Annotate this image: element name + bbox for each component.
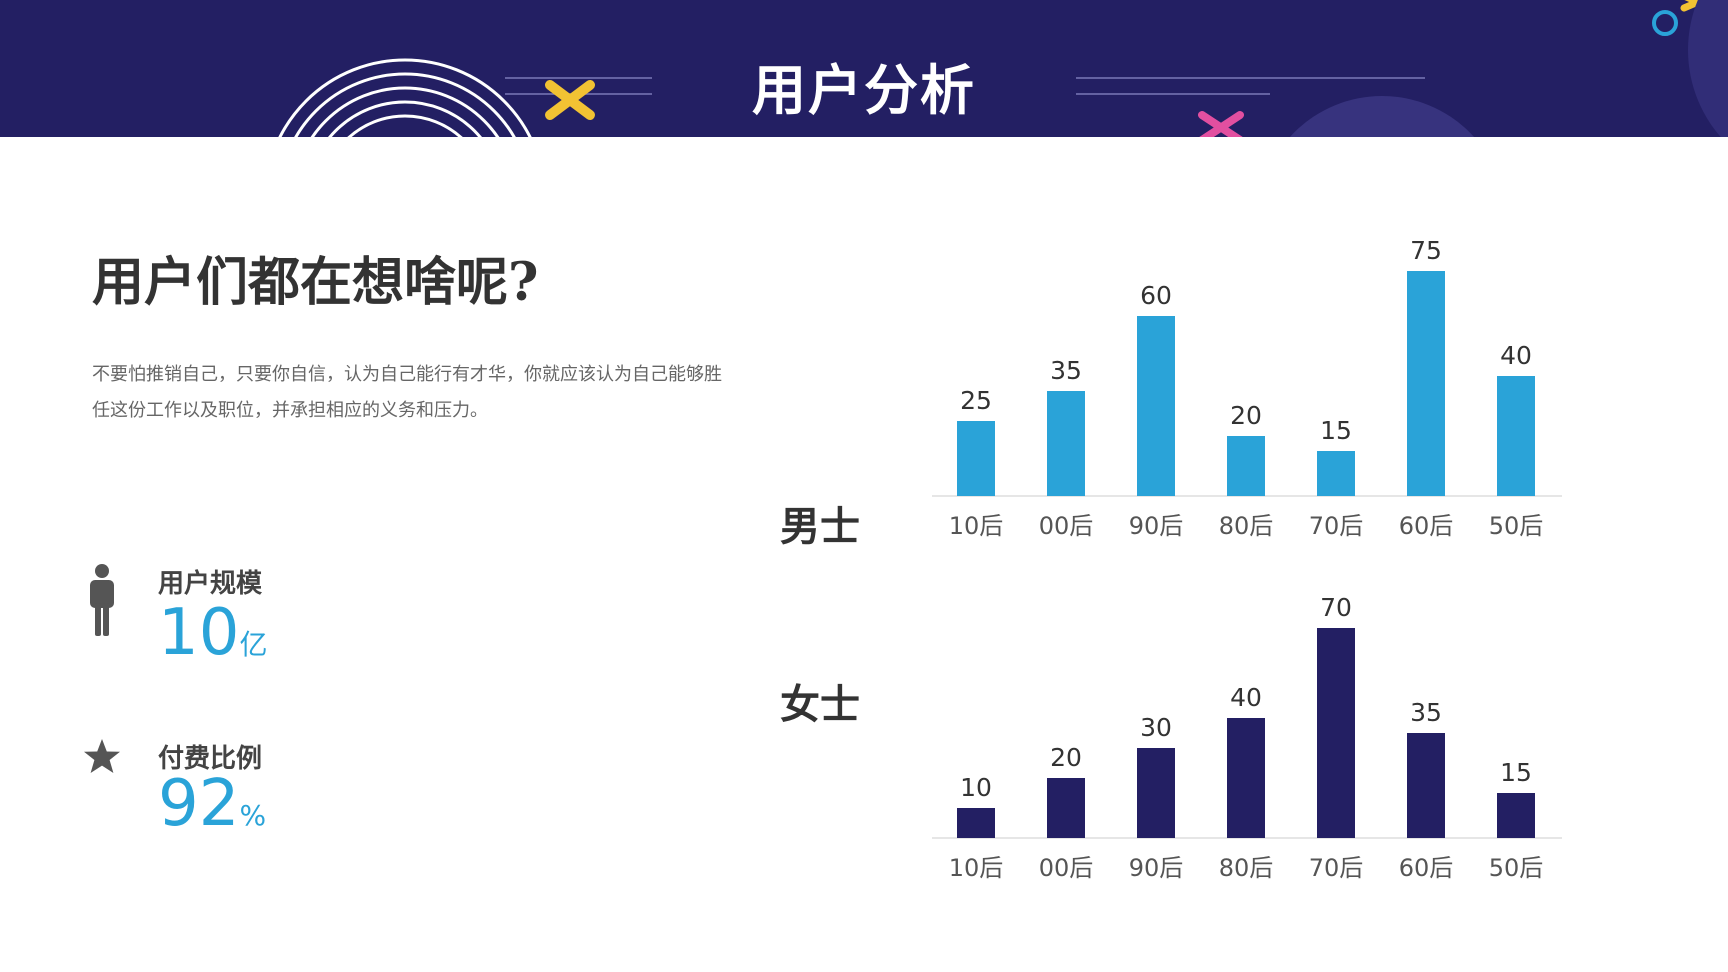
female-data-label: 35 bbox=[1410, 698, 1442, 727]
concentric-arcs bbox=[278, 58, 532, 137]
female-bar bbox=[1227, 718, 1265, 838]
male-data-label: 20 bbox=[1230, 401, 1262, 430]
female-bar bbox=[1317, 628, 1355, 838]
female-bar bbox=[957, 808, 995, 838]
female-bar bbox=[1047, 778, 1085, 838]
x-cross-icon-pink bbox=[1198, 111, 1244, 137]
male-tick-label: 60后 bbox=[1399, 512, 1454, 540]
female-data-label: 30 bbox=[1140, 713, 1172, 742]
female-tick-label: 10后 bbox=[949, 854, 1004, 882]
male-data-label: 60 bbox=[1140, 281, 1172, 310]
male-tick-label: 80后 bbox=[1219, 512, 1274, 540]
male-tick-label: 50后 bbox=[1489, 512, 1544, 540]
male-bar bbox=[1137, 316, 1175, 496]
female-data-label: 15 bbox=[1500, 758, 1532, 787]
male-data-label: 35 bbox=[1050, 356, 1082, 385]
pay-ratio-number: 92 bbox=[158, 767, 240, 841]
female-data-label: 70 bbox=[1320, 593, 1352, 622]
female-data-label: 10 bbox=[960, 773, 992, 802]
male-tick-label: 70后 bbox=[1309, 512, 1364, 540]
star-icon bbox=[82, 737, 122, 781]
stat-value-pay-ratio: 92% bbox=[158, 767, 266, 841]
female-tick-label: 90后 bbox=[1129, 854, 1184, 882]
male-data-label: 75 bbox=[1410, 236, 1442, 265]
male-tick-label: 90后 bbox=[1129, 512, 1184, 540]
background-disc-right bbox=[1688, 0, 1728, 137]
main-heading: 用户们都在想啥呢? bbox=[92, 252, 539, 313]
male-bar bbox=[957, 421, 995, 496]
male-bar bbox=[1317, 451, 1355, 496]
female-bar bbox=[1137, 748, 1175, 838]
female-data-label: 40 bbox=[1230, 683, 1262, 712]
female-data-label: 20 bbox=[1050, 743, 1082, 772]
stat-label-user-scale: 用户规模 bbox=[158, 569, 263, 599]
male-chart-title: 男士 bbox=[780, 503, 860, 550]
page-title: 用户分析 bbox=[752, 58, 976, 122]
stat-value-user-scale: 10亿 bbox=[158, 596, 267, 670]
male-bar bbox=[1407, 271, 1445, 496]
female-chart-title: 女士 bbox=[780, 681, 860, 728]
background-disc bbox=[1289, 96, 1475, 137]
female-tick-label: 60后 bbox=[1399, 854, 1454, 882]
x-cross-icon bbox=[545, 80, 595, 120]
male-bar bbox=[1227, 436, 1265, 496]
user-scale-unit: 亿 bbox=[239, 628, 268, 661]
female-tick-label: 50后 bbox=[1489, 854, 1544, 882]
user-scale-number: 10 bbox=[158, 596, 240, 670]
male-tick-label: 00后 bbox=[1039, 512, 1094, 540]
male-bar bbox=[1047, 391, 1085, 496]
pay-ratio-unit: % bbox=[239, 799, 267, 832]
male-data-label: 40 bbox=[1500, 341, 1532, 370]
stat-label-pay-ratio: 付费比例 bbox=[158, 744, 263, 774]
description-text: 不要怕推销自己，只要你自信，认为自己能行有才华，你就应该认为自己能够胜任这份工作… bbox=[92, 364, 722, 421]
header-decoration bbox=[278, 0, 1728, 137]
female-bar bbox=[1407, 733, 1445, 838]
male-tick-label: 10后 bbox=[949, 512, 1004, 540]
female-tick-label: 00后 bbox=[1039, 854, 1094, 882]
ring-icon bbox=[1652, 10, 1678, 36]
male-bar bbox=[1497, 376, 1535, 496]
male-data-label: 25 bbox=[960, 386, 992, 415]
male-data-label: 15 bbox=[1320, 416, 1352, 445]
header-banner: 用户分析 bbox=[0, 0, 1728, 137]
person-icon bbox=[86, 563, 118, 640]
female-tick-label: 70后 bbox=[1309, 854, 1364, 882]
female-bar bbox=[1497, 793, 1535, 838]
female-tick-label: 80后 bbox=[1219, 854, 1274, 882]
